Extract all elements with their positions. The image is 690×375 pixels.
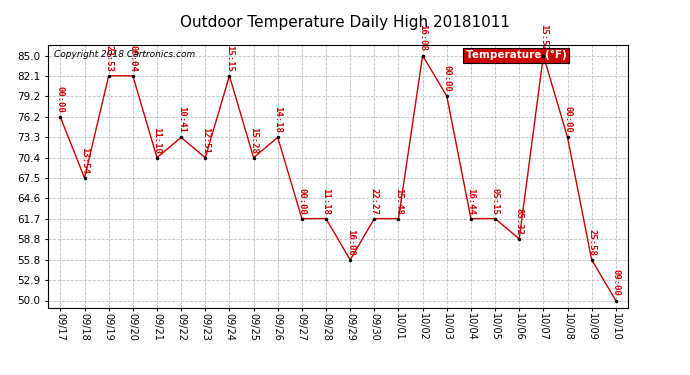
Text: 00:04: 00:04 bbox=[128, 45, 137, 72]
Text: 09:00: 09:00 bbox=[611, 270, 620, 296]
Text: 10:41: 10:41 bbox=[177, 106, 186, 133]
Text: 14:18: 14:18 bbox=[273, 106, 282, 133]
Text: 00:00: 00:00 bbox=[56, 86, 65, 113]
Text: 16:08: 16:08 bbox=[418, 24, 427, 51]
Text: 13:54: 13:54 bbox=[80, 147, 89, 174]
Text: Outdoor Temperature Daily High 20181011: Outdoor Temperature Daily High 20181011 bbox=[180, 15, 510, 30]
Text: 22:27: 22:27 bbox=[370, 188, 379, 214]
Text: Temperature (°F): Temperature (°F) bbox=[466, 50, 566, 60]
Text: 11:18: 11:18 bbox=[322, 188, 331, 214]
Text: 00:00: 00:00 bbox=[442, 65, 451, 92]
Text: 16:44: 16:44 bbox=[466, 188, 475, 214]
Text: Copyright 2018 Cartronics.com: Copyright 2018 Cartronics.com bbox=[54, 50, 195, 59]
Text: 15:15: 15:15 bbox=[225, 45, 234, 72]
Text: 16:00: 16:00 bbox=[346, 229, 355, 256]
Text: 25:58: 25:58 bbox=[587, 229, 596, 256]
Text: 12:51: 12:51 bbox=[201, 127, 210, 153]
Text: 15:52: 15:52 bbox=[539, 24, 548, 51]
Text: 15:28: 15:28 bbox=[249, 127, 258, 153]
Text: 05:15: 05:15 bbox=[491, 188, 500, 214]
Text: 11:10: 11:10 bbox=[152, 127, 161, 153]
Text: 15:48: 15:48 bbox=[394, 188, 403, 214]
Text: 00:00: 00:00 bbox=[297, 188, 306, 214]
Text: 23:53: 23:53 bbox=[104, 45, 113, 72]
Text: 85:32: 85:32 bbox=[515, 208, 524, 235]
Text: 00:00: 00:00 bbox=[563, 106, 572, 133]
